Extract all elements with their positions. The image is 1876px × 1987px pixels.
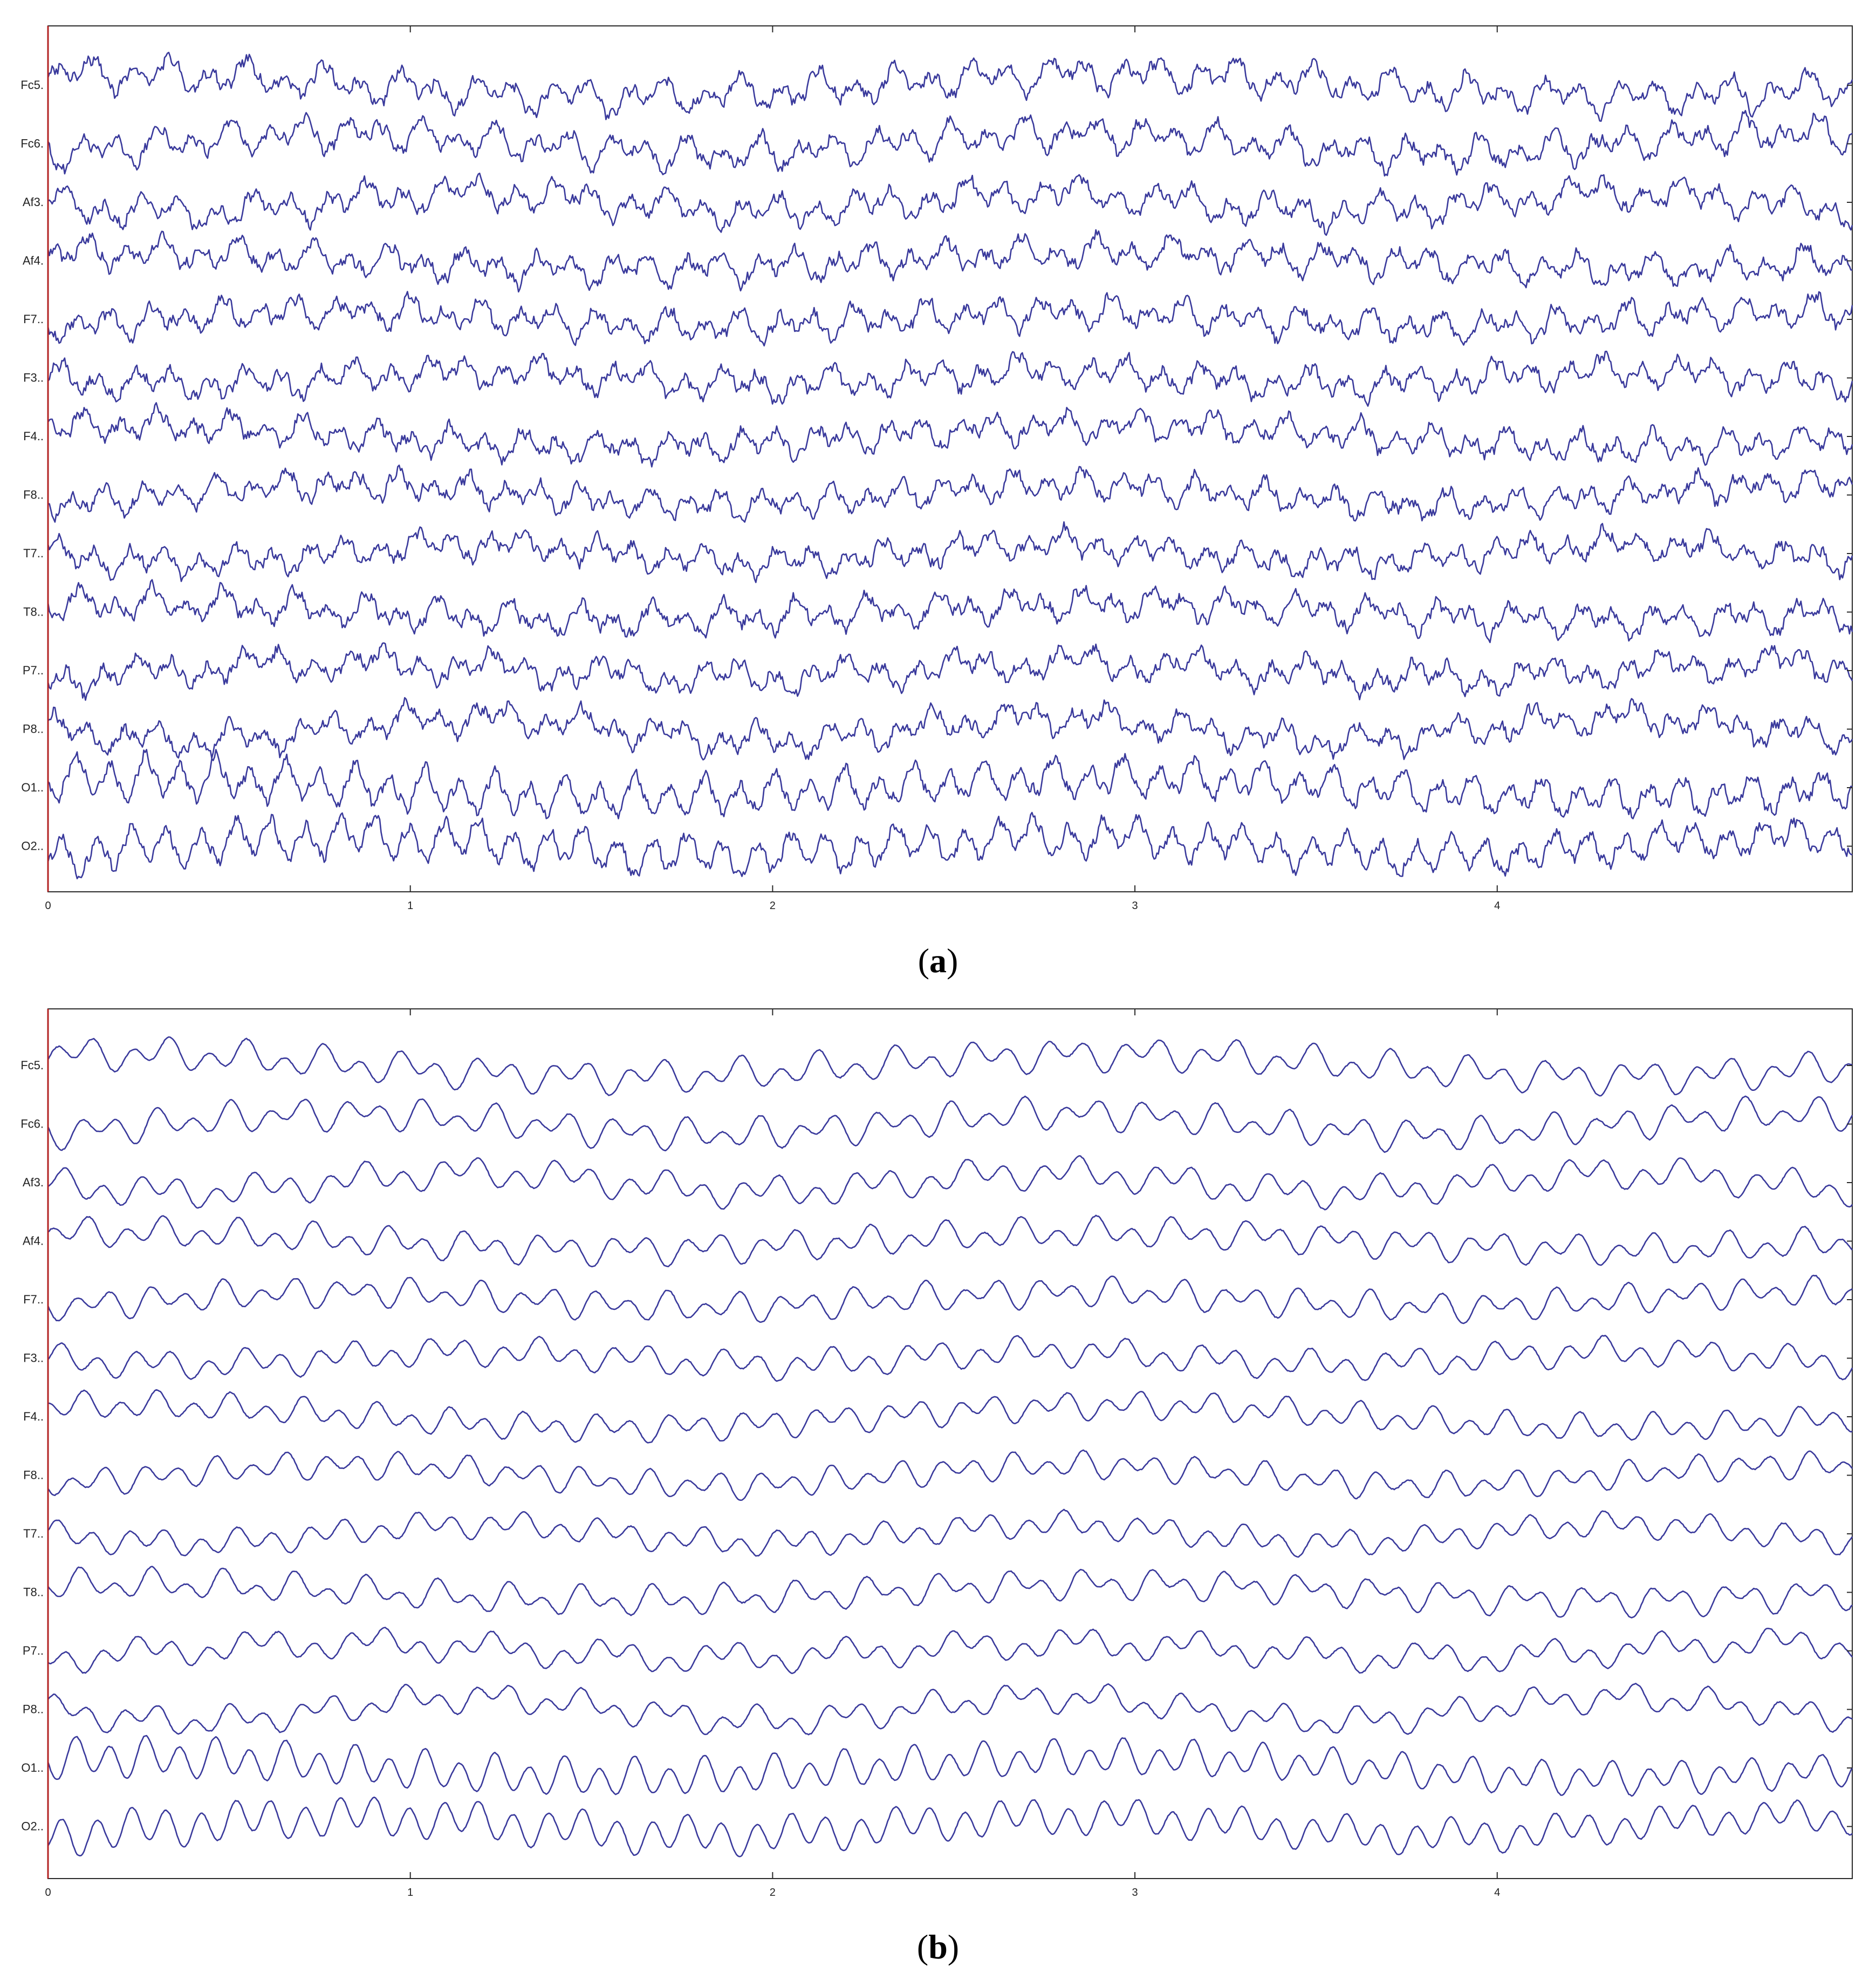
panel-a-channel-label: F3.. — [23, 371, 44, 385]
panel-b-caption: (b) — [917, 1928, 959, 1966]
panel-a-channel-label: P8.. — [23, 722, 44, 736]
panel-b-trace-o2 — [47, 1797, 1853, 1858]
panel-b-channel-label: O2.. — [21, 1820, 44, 1833]
panel-a-caption-letter: a — [929, 941, 947, 980]
panel-a-trace-f7 — [47, 291, 1853, 347]
panel-b-trace-f3 — [47, 1335, 1853, 1382]
panel-a-channel-label: T7.. — [23, 547, 44, 560]
panel-a-trace-af3 — [47, 173, 1853, 236]
panel-b-channel-label: Fc5. — [20, 1059, 44, 1072]
panel-b-trace-af4 — [47, 1214, 1853, 1267]
panel-b-x-axis: 0 1 2 3 4 — [45, 1009, 1500, 1899]
panel-a-trace-f3 — [47, 351, 1853, 407]
panel-b-trace-fc5 — [47, 1036, 1853, 1097]
panel-a-x-tick-label: 1 — [407, 900, 413, 912]
panel-a-channel-label: O1.. — [21, 781, 44, 794]
panel-b-channel-label: O1.. — [21, 1761, 44, 1774]
panel-b-trace-p7 — [47, 1627, 1853, 1674]
panel-a-trace-p8 — [47, 697, 1853, 761]
panel-b-channel-labels: Fc5. Fc6. Af3. Af4. F7.. F3.. F4.. F8.. T7.. T8..… — [20, 1059, 1852, 1833]
panel-a-trace-f8 — [48, 465, 1853, 523]
panel-b-trace-fc6 — [47, 1095, 1853, 1153]
panel-a-x-axis: 0 1 2 3 4 — [45, 26, 1500, 912]
panel-a-x-tick-label: 0 — [45, 900, 51, 912]
panel-a-x-tick-label: 3 — [1132, 900, 1138, 912]
panel-b-trace-p8 — [47, 1683, 1853, 1736]
panel-a-eeg-chart: 0 1 2 3 4 Fc5. Fc6. Af3. Af4. F7.. F3.. F4.. F8.. T7… — [20, 25, 1853, 912]
panel-b-channel-label: Af3. — [23, 1176, 44, 1189]
panel-b-eeg-chart: 0 1 2 3 4 Fc5. Fc6. Af3. Af4. F7.. F3.. F4.. F8.. T7… — [20, 1008, 1853, 1899]
panel-b-channel-label: F7.. — [23, 1293, 44, 1306]
panel-a-channel-label: F4.. — [23, 429, 44, 443]
panel-b-x-tick-label: 0 — [45, 1887, 51, 1899]
panel-b-x-tick-label: 4 — [1494, 1887, 1500, 1899]
panel-a-channel-label: P7.. — [23, 664, 44, 677]
panel-b-x-tick-label: 2 — [770, 1887, 776, 1899]
panel-b-trace-f8 — [47, 1449, 1853, 1501]
panel-b-channel-label: P8.. — [23, 1703, 44, 1716]
panel-b-trace-f4 — [48, 1389, 1853, 1444]
panel-a-channel-label: O2.. — [21, 839, 44, 853]
panel-b-traces — [47, 1036, 1853, 1858]
panel-b-channel-label: T8.. — [23, 1586, 44, 1599]
panel-b-x-tick-label: 1 — [407, 1887, 413, 1899]
panel-b-trace-af3 — [47, 1155, 1853, 1211]
panel-a-caption: (a) — [918, 941, 958, 980]
panel-a-channel-label: Af3. — [23, 195, 44, 209]
panel-a-trace-f4 — [47, 402, 1853, 468]
panel-a-trace-fc6 — [47, 110, 1853, 177]
panel-a-x-tick-label: 2 — [770, 900, 776, 912]
panel-a-x-tick-label: 4 — [1494, 900, 1500, 912]
panel-b-caption-letter: b — [928, 1928, 948, 1966]
panel-b-channel-label: T7.. — [23, 1527, 44, 1540]
panel-a-trace-t8 — [47, 579, 1853, 644]
panel-b-trace-t7 — [47, 1508, 1853, 1558]
panel-b-channel-label: P7.. — [23, 1644, 44, 1657]
panel-b-channel-label: F3.. — [23, 1351, 44, 1365]
panel-a-trace-t7 — [47, 521, 1853, 583]
panel-b-trace-o1 — [47, 1735, 1853, 1797]
panel-a-channel-labels: Fc5. Fc6. Af3. Af4. F7.. F3.. F4.. F8.. T7.. T8..… — [20, 78, 1852, 853]
panel-b-trace-f7 — [47, 1274, 1853, 1324]
panel-b-channel-label: Fc6. — [20, 1117, 44, 1131]
panel-b-x-tick-label: 3 — [1132, 1887, 1138, 1899]
panel-a-traces — [47, 52, 1853, 879]
panel-a-trace-o1 — [47, 749, 1853, 820]
panel-b-channel-label: F8.. — [23, 1469, 44, 1482]
panel-a-trace-fc5 — [47, 52, 1853, 122]
panel-b-channel-label: Af4. — [23, 1234, 44, 1248]
panel-a-channel-label: Fc6. — [20, 137, 44, 151]
panel-a-channel-label: F8.. — [23, 488, 44, 502]
panel-a-channel-label: T8.. — [23, 605, 44, 619]
panel-a-channel-label: Af4. — [23, 254, 44, 268]
panel-a-trace-p7 — [47, 642, 1853, 701]
panel-b-trace-t8 — [47, 1566, 1853, 1619]
panel-a-trace-af4 — [47, 229, 1853, 293]
panel-a-channel-label: Fc5. — [20, 78, 44, 92]
panel-a-channel-label: F7.. — [23, 312, 44, 326]
panel-a-trace-o2 — [47, 811, 1853, 879]
panel-a-frame — [47, 25, 1853, 892]
panel-b-channel-label: F4.. — [23, 1410, 44, 1423]
